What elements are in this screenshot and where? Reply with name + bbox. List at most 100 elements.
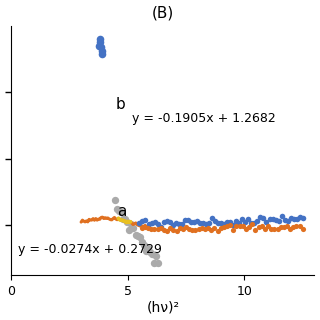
Point: [97, 40, 102, 45]
Point: [164, 229, 170, 234]
Point: [127, 227, 132, 232]
Point: [300, 215, 305, 220]
Point: [228, 222, 233, 228]
Point: [253, 228, 258, 233]
Point: [206, 220, 212, 225]
Point: [259, 223, 264, 228]
Point: [200, 220, 205, 225]
Point: [240, 223, 245, 228]
Point: [218, 226, 223, 231]
Point: [212, 225, 217, 230]
Point: [194, 219, 199, 224]
Point: [294, 223, 299, 228]
Point: [234, 219, 239, 224]
Point: [288, 215, 293, 220]
Point: [205, 226, 211, 231]
Point: [133, 232, 138, 237]
Point: [278, 224, 283, 229]
Point: [137, 235, 142, 240]
Point: [142, 224, 148, 229]
Point: [202, 227, 207, 232]
Point: [149, 252, 155, 257]
Point: [291, 216, 296, 221]
Point: [246, 224, 252, 229]
Point: [266, 224, 271, 229]
Point: [250, 222, 255, 227]
Point: [196, 226, 201, 231]
Point: [193, 228, 198, 233]
Point: [152, 219, 157, 224]
Point: [99, 52, 104, 57]
Point: [210, 216, 215, 221]
Point: [275, 226, 280, 231]
Point: [228, 219, 233, 224]
Point: [154, 253, 159, 259]
Point: [300, 227, 305, 232]
Point: [174, 229, 179, 234]
Point: [216, 220, 221, 226]
Point: [288, 226, 293, 231]
Point: [240, 217, 245, 222]
Point: [151, 260, 156, 265]
Point: [237, 221, 242, 226]
Point: [246, 216, 251, 221]
Point: [179, 221, 184, 226]
X-axis label: (hν)²: (hν)²: [146, 300, 179, 315]
Point: [149, 220, 154, 225]
Point: [187, 226, 192, 231]
Point: [221, 224, 227, 229]
Point: [177, 225, 182, 230]
Point: [98, 45, 103, 50]
Point: [256, 224, 261, 229]
Point: [270, 217, 275, 222]
Point: [224, 223, 229, 228]
Point: [197, 220, 203, 225]
Point: [209, 228, 214, 233]
Point: [121, 216, 126, 221]
Point: [116, 208, 122, 213]
Point: [155, 227, 160, 232]
Point: [173, 221, 178, 226]
Point: [215, 228, 220, 233]
Point: [115, 207, 120, 212]
Point: [279, 213, 284, 218]
Point: [204, 221, 209, 227]
Point: [262, 226, 268, 231]
Point: [96, 43, 101, 48]
Point: [176, 222, 181, 227]
Point: [125, 219, 130, 224]
Point: [255, 219, 260, 224]
Point: [161, 219, 166, 224]
Point: [164, 219, 169, 224]
Point: [269, 227, 274, 232]
Point: [123, 217, 128, 222]
Point: [152, 226, 157, 231]
Point: [243, 219, 248, 224]
Point: [264, 219, 269, 224]
Point: [135, 234, 140, 239]
Point: [129, 222, 134, 227]
Point: [161, 228, 166, 233]
Point: [180, 227, 185, 232]
Point: [143, 249, 148, 254]
Point: [234, 224, 239, 229]
Point: [252, 220, 257, 225]
Point: [149, 227, 154, 232]
Point: [139, 240, 144, 245]
Point: [297, 215, 302, 220]
Point: [261, 216, 266, 221]
Point: [167, 220, 172, 225]
Point: [291, 225, 296, 230]
Title: (B): (B): [152, 5, 174, 20]
Point: [158, 225, 163, 230]
Point: [137, 221, 142, 226]
Point: [191, 219, 196, 224]
Point: [281, 225, 286, 230]
Point: [225, 219, 230, 224]
Point: [168, 226, 173, 231]
Point: [141, 242, 146, 247]
Point: [139, 225, 144, 230]
Point: [272, 226, 277, 231]
Point: [282, 217, 287, 222]
Point: [219, 221, 224, 226]
